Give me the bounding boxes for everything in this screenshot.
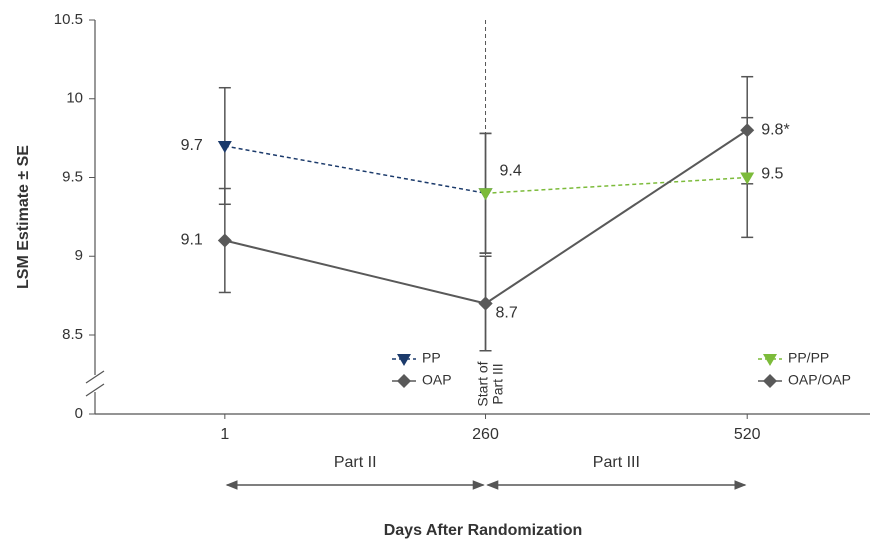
legend-label: PP bbox=[422, 350, 441, 366]
x-tick-label: 520 bbox=[734, 426, 761, 443]
vline-label: Start ofPart III bbox=[474, 361, 505, 406]
value-label: 8.7 bbox=[496, 305, 518, 322]
series-line bbox=[484, 129, 748, 305]
axis-break bbox=[85, 370, 105, 384]
value-label: 9.7 bbox=[181, 137, 203, 154]
marker bbox=[478, 188, 493, 201]
value-label: 9.4 bbox=[500, 162, 522, 179]
marker bbox=[740, 172, 755, 185]
x-tick-label: 1 bbox=[220, 426, 229, 443]
marker bbox=[217, 233, 232, 248]
value-label: 9.5 bbox=[761, 166, 783, 183]
y-tick-label: 0 bbox=[75, 405, 83, 422]
value-label: 9.8* bbox=[761, 121, 789, 138]
marker bbox=[740, 123, 755, 138]
marker bbox=[478, 296, 493, 311]
axis-break bbox=[85, 383, 105, 397]
marker bbox=[217, 141, 232, 153]
y-tick-label: 9.5 bbox=[62, 168, 83, 185]
span-label: Part III bbox=[593, 454, 640, 471]
y-tick-label: 8.5 bbox=[62, 326, 83, 343]
legend-label: OAP/OAP bbox=[788, 372, 851, 388]
y-tick-label: 9 bbox=[75, 247, 83, 264]
y-tick-label: 10 bbox=[66, 90, 83, 107]
x-axis-label: Days After Randomization bbox=[384, 522, 583, 539]
series-line bbox=[224, 145, 486, 194]
legend-marker bbox=[397, 354, 411, 366]
value-label: 9.1 bbox=[181, 232, 203, 249]
legend-marker bbox=[763, 354, 777, 366]
y-axis-label: LSM Estimate ± SE bbox=[15, 145, 32, 289]
series-line bbox=[224, 239, 486, 305]
x-tick-label: 260 bbox=[472, 426, 499, 443]
series-line bbox=[485, 176, 748, 194]
legend-label: PP/PP bbox=[788, 350, 829, 366]
span-label: Part II bbox=[334, 454, 377, 471]
legend-label: OAP bbox=[422, 372, 452, 388]
legend-marker bbox=[763, 374, 777, 388]
y-tick-label: 10.5 bbox=[54, 11, 83, 28]
legend-marker bbox=[397, 374, 411, 388]
